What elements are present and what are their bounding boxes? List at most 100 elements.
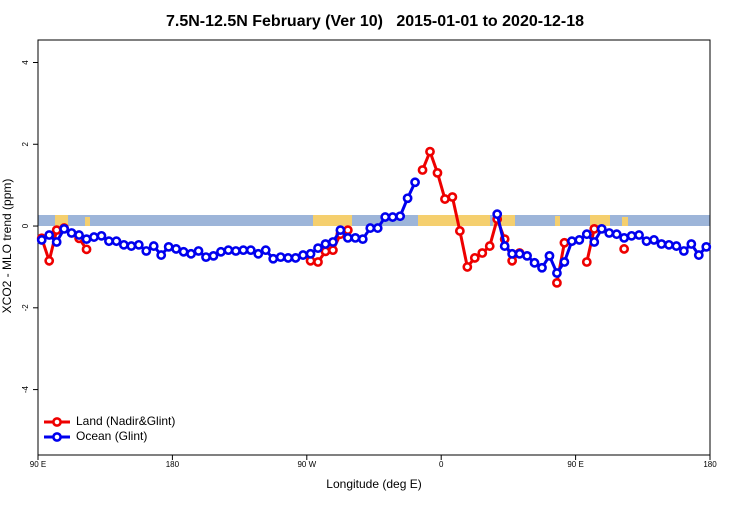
data-point — [656, 239, 667, 249]
data-point — [342, 225, 353, 236]
data-point — [96, 230, 107, 241]
data-point — [440, 194, 450, 204]
legend-label: Ocean (Glint) — [76, 429, 147, 443]
data-point — [589, 237, 600, 247]
legend-label: Land (Nadir&Glint) — [76, 414, 175, 428]
data-point — [305, 248, 316, 259]
data-point — [171, 244, 182, 254]
data-point — [522, 250, 532, 261]
data-point — [462, 262, 473, 272]
data-point — [552, 277, 562, 288]
data-point — [313, 243, 323, 254]
data-point — [499, 241, 510, 251]
data-point — [44, 230, 55, 240]
data-point — [372, 223, 383, 233]
data-point — [596, 223, 607, 234]
data-point — [313, 257, 323, 267]
data-point — [51, 225, 62, 236]
data-point — [619, 244, 630, 254]
data-point — [387, 212, 398, 222]
data-point — [589, 223, 600, 234]
data-point — [410, 177, 420, 188]
data-point — [230, 246, 241, 256]
data-point — [208, 250, 219, 261]
data-point — [156, 250, 167, 260]
data-point — [566, 236, 577, 247]
data-point — [544, 250, 555, 261]
data-point — [649, 235, 659, 245]
data-point — [395, 211, 406, 222]
data-point — [454, 226, 465, 236]
data-point — [581, 257, 592, 267]
data-point — [447, 192, 458, 202]
data-point — [671, 241, 682, 251]
data-point — [701, 241, 712, 252]
data-point — [36, 235, 47, 245]
data-point — [492, 209, 503, 220]
data-point — [432, 167, 443, 178]
data-point — [201, 252, 211, 263]
data-point — [342, 232, 353, 243]
data-point — [328, 245, 338, 256]
data-point — [626, 230, 637, 241]
data-point — [484, 241, 495, 251]
legend-marker — [52, 432, 62, 442]
series-line — [585, 228, 596, 263]
data-point — [148, 241, 159, 251]
data-point — [51, 237, 62, 247]
data-point — [141, 246, 152, 256]
data-point — [118, 239, 129, 250]
data-point — [253, 248, 264, 259]
data-point — [111, 236, 122, 247]
data-point — [559, 257, 570, 267]
data-point — [365, 223, 376, 233]
data-point — [678, 246, 689, 256]
data-point — [335, 225, 346, 236]
data-point — [59, 223, 70, 234]
x-tick-label: 90 W — [297, 460, 316, 469]
data-point — [693, 250, 704, 260]
chart-title: 7.5N-12.5N February (Ver 10) 2015-01-01 … — [166, 13, 584, 30]
data-point — [178, 246, 189, 257]
y-tick-label: 2 — [21, 141, 30, 146]
data-point — [469, 253, 480, 263]
data-point — [320, 239, 331, 249]
y-tick-label: 4 — [21, 60, 30, 65]
data-point — [559, 237, 570, 248]
data-point — [193, 246, 204, 256]
data-point — [514, 248, 525, 259]
y-tick-label: 0 — [21, 223, 30, 228]
data-point — [537, 262, 547, 273]
data-point — [425, 146, 435, 157]
x-tick-label: 90 E — [567, 460, 583, 469]
data-point — [126, 241, 137, 251]
data-point — [619, 232, 630, 243]
y-tick-label: -4 — [21, 385, 30, 393]
data-point — [133, 239, 144, 250]
data-point — [74, 230, 84, 240]
data-point — [529, 257, 540, 268]
data-point — [186, 248, 196, 259]
data-point — [664, 239, 674, 250]
data-point — [89, 232, 99, 242]
x-axis-label: Longitude (deg E) — [326, 477, 421, 491]
land-mask-band — [38, 215, 710, 226]
data-point — [216, 246, 226, 257]
data-point — [641, 236, 652, 247]
data-point — [66, 228, 77, 238]
data-point — [268, 253, 279, 264]
data-point — [417, 165, 428, 175]
data-point — [357, 234, 368, 245]
data-point — [634, 230, 644, 240]
data-point — [283, 253, 294, 263]
data-point — [275, 252, 286, 263]
data-point — [350, 232, 361, 243]
data-point — [81, 244, 92, 255]
data-point — [552, 268, 562, 278]
data-point — [223, 245, 234, 256]
y-tick-label: -2 — [21, 304, 30, 312]
data-point — [402, 193, 413, 204]
legend-marker — [52, 417, 62, 427]
data-point — [477, 248, 488, 258]
x-tick-label: 180 — [166, 460, 180, 469]
